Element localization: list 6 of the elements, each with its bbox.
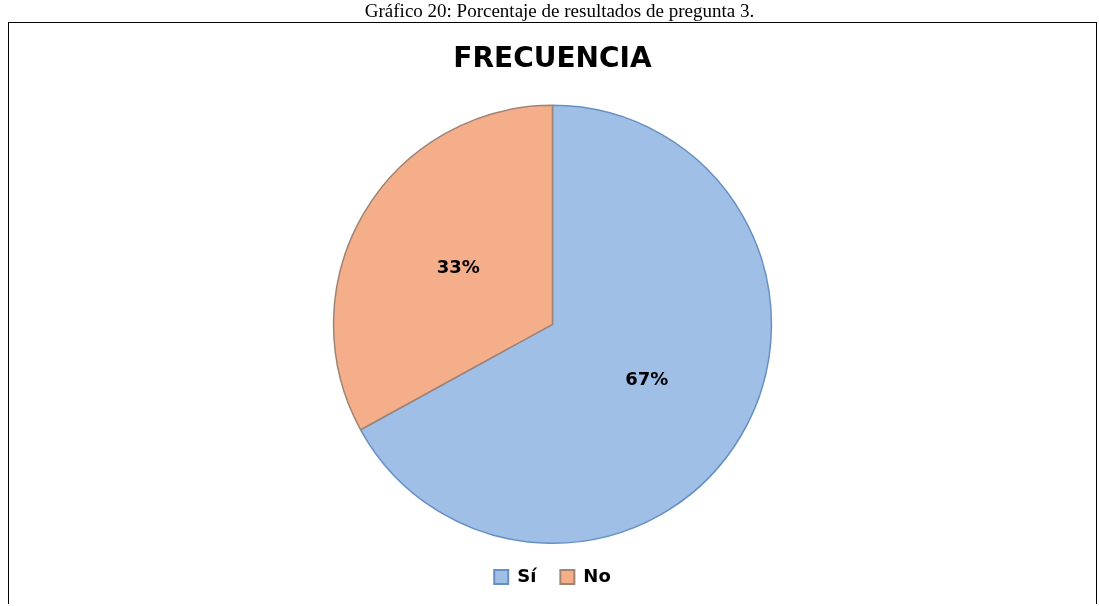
data-label: 67% (625, 367, 669, 389)
chart-title: FRECUENCIA (453, 41, 652, 75)
text: Gráfico 20: Porcentaje de resultados de pregunta 3. (363, 0, 756, 22)
legend-label: Sí (517, 564, 538, 586)
legend-label: No (583, 564, 611, 586)
data-label: 33% (436, 256, 480, 278)
